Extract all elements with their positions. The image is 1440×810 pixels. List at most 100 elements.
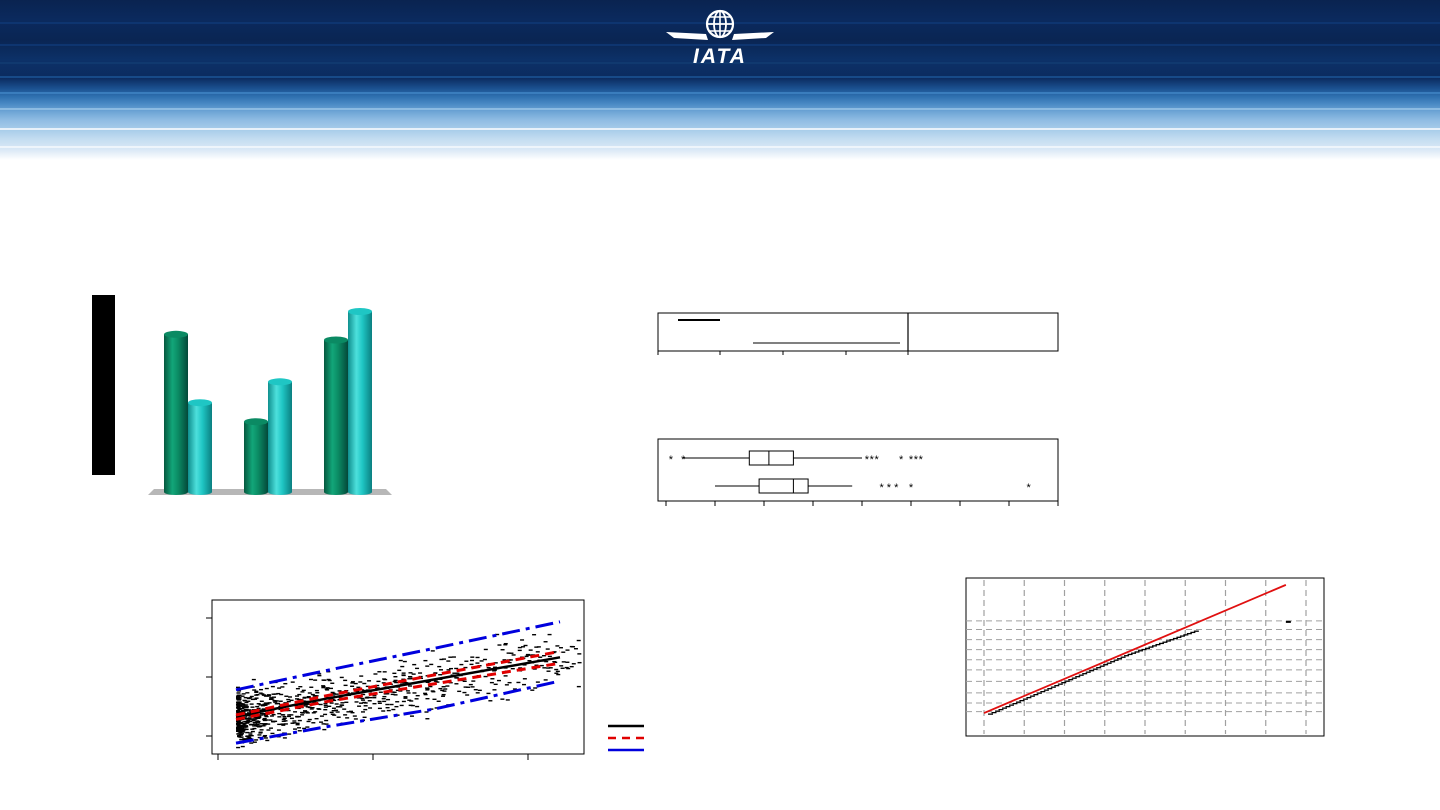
scatter-point [503,644,508,646]
scatter-point [314,717,319,720]
scatter-point [344,701,349,704]
scatter-point [246,737,251,739]
table-panel-frame [657,312,1059,352]
scatter-point [280,723,285,725]
scatter-point [260,705,265,707]
scatter-point [245,738,250,741]
scatter-point [386,709,391,712]
scatter-point [408,675,413,678]
scatter-point [238,729,243,731]
scatter-point [532,668,537,670]
scatter-point [263,734,268,737]
scatter-point [251,678,256,681]
scatter-point [273,701,278,703]
box-outlier: * [899,454,904,466]
prob-point [1096,667,1102,669]
scatter-point [332,714,337,716]
prob-point [1047,688,1053,690]
scatter-point [242,722,247,725]
scatter-point [282,715,287,718]
scatter-point [459,663,464,666]
scatter-point [392,680,397,683]
scatter-point [565,649,570,651]
scatter-point [237,696,242,699]
scatter-point [236,730,241,732]
scatter-point [555,670,560,673]
scatter-point [335,711,340,713]
scatter-point [357,705,362,707]
wings-icon [666,32,774,40]
scatter-point [248,734,253,736]
scatter-point [530,689,535,691]
scatter-point [237,733,242,735]
scatter-point [305,706,310,708]
scatter-point [470,656,475,658]
scatter-point [462,680,467,682]
scatter-point [255,705,260,708]
scatter-point [454,667,459,670]
scatter-point [434,707,439,709]
scatter-point [528,649,533,651]
scatter-point [532,634,537,636]
scatter-point [555,645,560,647]
prob-point [1110,661,1116,663]
scatter-point [301,700,306,702]
scatter-point [323,708,328,711]
scatter-point [425,718,430,720]
scatter-point [263,715,268,717]
scatter-point [267,695,272,697]
scatter-point [390,693,395,696]
scatter-point [367,700,372,702]
scatter-point [236,698,241,701]
scatter-point [364,697,369,699]
prob-point [1092,668,1098,670]
scatter-point [435,681,440,683]
bar-base [164,489,188,495]
scatter-point [292,720,297,722]
scatter-point [244,701,249,704]
scatter-point [409,715,414,717]
scatter-point [565,661,570,663]
scatter-point [236,746,241,749]
scatter-point [254,691,259,694]
scatter-point [554,672,559,674]
scatter-point [496,679,501,682]
scatter-point [346,711,351,713]
scatter-point [428,685,433,688]
scatter-point [534,664,539,666]
scatter-point [247,717,252,719]
scatter-point [321,679,326,681]
scatter-point [375,684,380,687]
scatter-point [382,700,387,703]
scatter-point [552,651,557,653]
scatter-point [360,697,365,700]
prob-point [1193,630,1199,632]
scatter-point [280,714,285,716]
scatter-point [266,694,271,696]
scatter-point [365,685,370,688]
scatter-point [268,727,273,729]
scatter-point [278,700,283,702]
scatter-point [500,649,505,651]
scatter-point [518,667,523,669]
scatter-point [403,696,408,698]
prob-point [1012,702,1018,705]
scatter-point [363,708,368,711]
prob-point [1169,639,1175,641]
scatter-point [542,667,547,669]
scatter-point [237,690,242,692]
scatter-point [360,711,365,713]
y-axis-label-bar [92,295,115,475]
scatter-point [306,696,311,699]
scatter-point [325,689,330,691]
scatter-point [409,700,414,702]
scatter-point [246,700,251,702]
scatter-point [238,726,243,728]
scatter-point [455,672,460,674]
prob-point [1022,698,1028,700]
scatter-point [353,682,358,685]
scatter-point [552,660,557,663]
scatter-point [495,633,500,636]
scatter-point [311,712,316,714]
prob-point [1054,685,1060,687]
